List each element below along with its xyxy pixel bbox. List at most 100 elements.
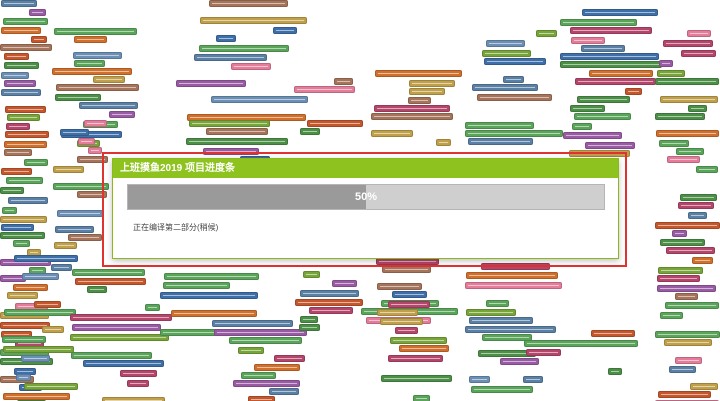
code-block[interactable] — [408, 97, 431, 104]
code-block[interactable] — [189, 120, 270, 127]
code-block[interactable] — [687, 30, 711, 37]
code-block[interactable] — [376, 258, 439, 265]
code-block[interactable] — [22, 273, 59, 280]
code-block[interactable] — [1, 0, 37, 7]
code-block[interactable] — [21, 355, 50, 362]
code-block[interactable] — [7, 292, 38, 299]
code-block[interactable] — [1, 72, 29, 79]
code-block[interactable] — [1, 168, 32, 175]
code-block[interactable] — [6, 123, 30, 130]
code-block[interactable] — [74, 36, 107, 43]
code-block[interactable] — [665, 302, 719, 309]
code-block[interactable] — [1, 224, 34, 231]
code-block[interactable] — [570, 27, 652, 34]
code-block[interactable] — [477, 94, 552, 101]
code-block[interactable] — [52, 68, 132, 75]
code-block[interactable] — [0, 259, 51, 266]
code-block[interactable] — [413, 395, 430, 401]
code-block[interactable] — [371, 113, 453, 120]
code-block[interactable] — [1, 331, 32, 338]
code-block[interactable] — [27, 249, 41, 256]
code-block[interactable] — [482, 334, 532, 341]
code-block[interactable] — [692, 257, 713, 264]
code-block[interactable] — [57, 210, 103, 217]
code-block[interactable] — [625, 88, 642, 95]
code-block[interactable] — [4, 80, 36, 87]
code-block[interactable] — [75, 278, 146, 285]
code-block[interactable] — [469, 317, 533, 324]
code-block[interactable] — [0, 322, 50, 329]
code-block[interactable] — [294, 86, 355, 93]
code-block[interactable] — [15, 340, 44, 347]
code-block[interactable] — [0, 216, 47, 223]
code-block[interactable] — [681, 50, 716, 57]
code-block[interactable] — [377, 309, 418, 316]
code-block[interactable] — [660, 96, 718, 103]
code-block[interactable] — [77, 156, 108, 163]
code-block[interactable] — [77, 191, 107, 198]
code-block[interactable] — [399, 345, 449, 352]
code-block[interactable] — [409, 88, 445, 95]
code-block[interactable] — [465, 326, 556, 333]
code-block[interactable] — [6, 177, 43, 184]
code-block[interactable] — [560, 19, 637, 26]
code-block[interactable] — [536, 30, 557, 37]
code-block[interactable] — [656, 130, 719, 137]
code-block[interactable] — [2, 207, 17, 214]
code-block[interactable] — [375, 70, 462, 77]
code-block[interactable] — [31, 36, 47, 43]
code-block[interactable] — [24, 383, 78, 390]
code-block[interactable] — [675, 293, 698, 300]
code-block[interactable] — [392, 291, 427, 298]
code-block[interactable] — [214, 329, 307, 336]
code-block[interactable] — [206, 128, 268, 135]
code-block[interactable] — [581, 45, 625, 52]
code-block[interactable] — [680, 194, 717, 201]
code-block[interactable] — [4, 141, 47, 148]
code-block[interactable] — [109, 111, 135, 118]
code-block[interactable] — [120, 370, 157, 377]
code-block[interactable] — [574, 113, 631, 120]
code-block[interactable] — [54, 28, 137, 35]
code-block[interactable] — [659, 60, 673, 67]
code-block[interactable] — [660, 239, 705, 246]
code-block[interactable] — [667, 156, 700, 163]
code-block[interactable] — [466, 309, 516, 316]
code-block[interactable] — [572, 123, 592, 130]
code-block[interactable] — [53, 183, 109, 190]
code-block[interactable] — [93, 76, 125, 83]
code-block[interactable] — [500, 358, 539, 365]
code-block[interactable] — [563, 132, 622, 139]
code-block[interactable] — [3, 393, 70, 400]
code-block[interactable] — [0, 275, 26, 282]
code-block[interactable] — [571, 37, 605, 44]
code-block[interactable] — [29, 267, 46, 274]
code-block[interactable] — [332, 280, 357, 287]
code-block[interactable] — [0, 44, 52, 51]
code-block[interactable] — [4, 53, 29, 60]
code-block[interactable] — [216, 35, 236, 42]
code-block[interactable] — [163, 282, 230, 289]
code-block[interactable] — [212, 320, 293, 327]
code-block[interactable] — [484, 58, 546, 65]
code-block[interactable] — [334, 78, 353, 85]
code-block[interactable] — [523, 376, 543, 383]
code-block[interactable] — [380, 318, 423, 325]
code-block[interactable] — [666, 247, 715, 254]
code-block[interactable] — [8, 197, 48, 204]
code-block[interactable] — [164, 273, 259, 280]
code-block[interactable] — [78, 138, 95, 145]
code-block[interactable] — [472, 84, 538, 91]
code-block[interactable] — [659, 140, 689, 147]
code-block[interactable] — [7, 114, 40, 121]
code-block[interactable] — [203, 148, 259, 155]
code-block[interactable] — [3, 18, 48, 25]
code-block[interactable] — [127, 380, 149, 387]
code-block[interactable] — [88, 147, 102, 154]
code-block[interactable] — [233, 380, 300, 387]
code-block[interactable] — [471, 386, 533, 393]
code-block[interactable] — [209, 0, 288, 7]
code-block[interactable] — [377, 283, 422, 290]
code-block[interactable] — [482, 50, 531, 57]
